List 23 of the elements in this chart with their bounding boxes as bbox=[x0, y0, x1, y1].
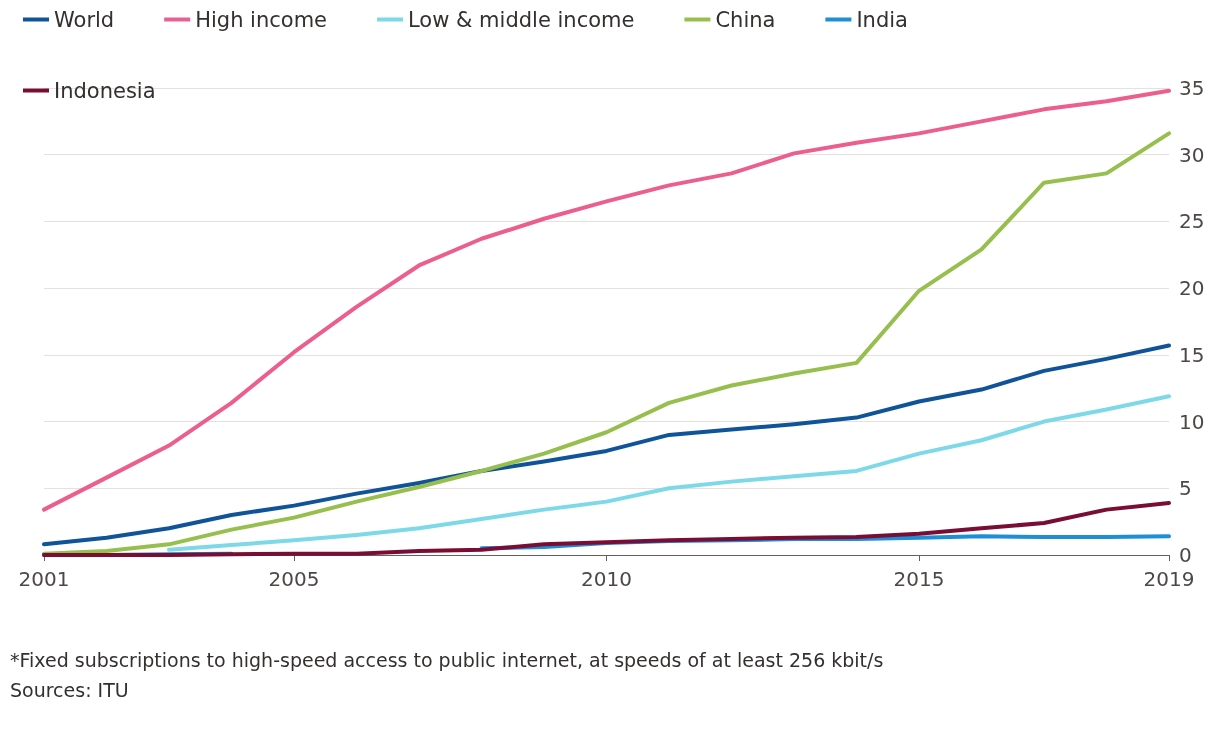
y-tick-label: 15 bbox=[1179, 342, 1205, 367]
y-tick-label: 0 bbox=[1179, 543, 1192, 567]
y-tick-label: 25 bbox=[1179, 209, 1205, 234]
x-tick-label: 2015 bbox=[893, 567, 945, 591]
x-tick-label: 2005 bbox=[268, 567, 320, 591]
text: *Fixed subscriptions to high-speed access to public internet, at speeds of at least 256 kbit/s bbox=[10, 648, 884, 671]
x-tick-label: 2001 bbox=[18, 567, 70, 591]
x-tick-label: 2019 bbox=[1143, 567, 1195, 591]
legend-label: Low & middle income bbox=[408, 7, 635, 32]
y-tick-label: 5 bbox=[1179, 476, 1192, 501]
y-tick-label: 10 bbox=[1179, 409, 1205, 434]
y-tick-label: 20 bbox=[1179, 276, 1205, 301]
y-tick-label: 30 bbox=[1179, 142, 1205, 167]
y-tick-label: 35 bbox=[1179, 76, 1205, 100]
legend-label: Indonesia bbox=[54, 78, 156, 103]
line-series bbox=[42, 343, 1171, 547]
legend-label: High income bbox=[195, 7, 328, 32]
legend-label: India bbox=[856, 7, 908, 32]
legend-label: China bbox=[715, 7, 776, 32]
line-series bbox=[167, 394, 1171, 552]
x-tick-label: 2010 bbox=[581, 567, 632, 591]
source-note: Sources: ITU bbox=[10, 678, 129, 701]
legend-label: World bbox=[54, 7, 115, 32]
